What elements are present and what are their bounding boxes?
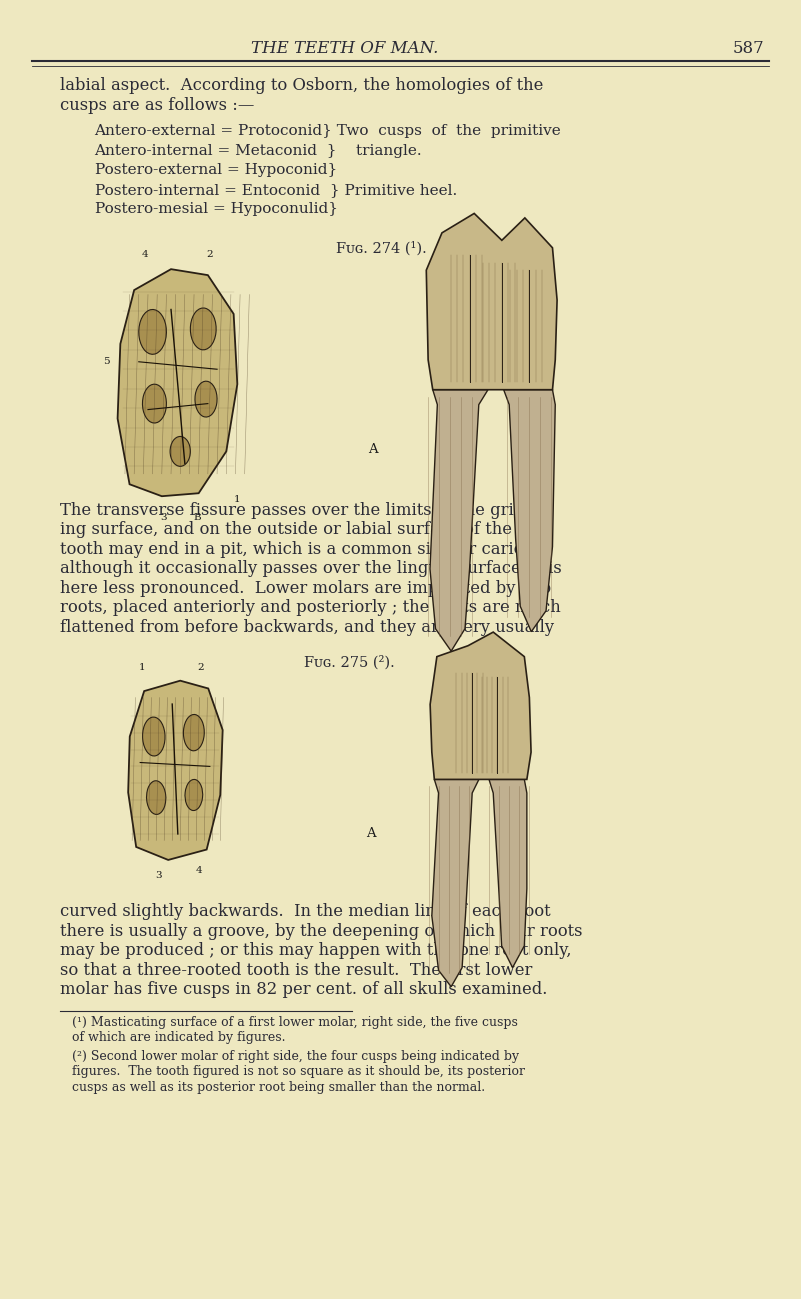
Text: labial aspect.  According to Osborn, the homologies of the: labial aspect. According to Osborn, the … (60, 77, 543, 95)
Text: A: A (366, 827, 376, 840)
Text: Postero-mesial = Hypoconulid}: Postero-mesial = Hypoconulid} (95, 203, 337, 216)
Text: so that a three-rooted tooth is the result.  The first lower: so that a three-rooted tooth is the resu… (60, 961, 533, 979)
Text: 5: 5 (103, 357, 110, 366)
Text: The transverse fissure passes over the limits of the grind-: The transverse fissure passes over the l… (60, 501, 541, 520)
Text: cusps are as follows :—: cusps are as follows :— (60, 96, 255, 114)
Text: 4: 4 (195, 866, 202, 874)
Text: (²) Second lower molar of right side, the four cusps being indicated by: (²) Second lower molar of right side, th… (72, 1050, 519, 1063)
Text: ing surface, and on the outside or labial surface of the: ing surface, and on the outside or labia… (60, 521, 512, 539)
Ellipse shape (195, 381, 217, 417)
Ellipse shape (147, 781, 166, 814)
Text: Antero-internal = Metaconid  }    triangle.: Antero-internal = Metaconid } triangle. (95, 144, 422, 157)
Ellipse shape (185, 779, 203, 811)
Text: cusps as well as its posterior root being smaller than the normal.: cusps as well as its posterior root bein… (72, 1081, 485, 1094)
Polygon shape (430, 390, 488, 651)
Ellipse shape (143, 385, 167, 423)
Polygon shape (118, 269, 237, 496)
Text: B: B (193, 513, 200, 522)
Polygon shape (430, 633, 531, 779)
Text: 2: 2 (197, 664, 203, 672)
Text: molar has five cusps in 82 per cent. of all skulls examined.: molar has five cusps in 82 per cent. of … (60, 981, 547, 999)
Text: may be produced ; or this may happen with the one root only,: may be produced ; or this may happen wit… (60, 942, 572, 960)
Text: here less pronounced.  Lower molars are implanted by two: here less pronounced. Lower molars are i… (60, 579, 551, 598)
Text: (¹) Masticating surface of a first lower molar, right side, the five cusps: (¹) Masticating surface of a first lower… (72, 1016, 518, 1029)
Text: A: A (368, 443, 378, 456)
Ellipse shape (143, 717, 165, 756)
Text: flattened from before backwards, and they are very usually: flattened from before backwards, and the… (60, 618, 554, 637)
Text: of which are indicated by figures.: of which are indicated by figures. (72, 1031, 286, 1044)
Ellipse shape (139, 309, 167, 355)
Text: 1: 1 (139, 664, 146, 672)
Text: although it occasionally passes over the lingual surface, it is: although it occasionally passes over the… (60, 560, 562, 578)
Polygon shape (426, 213, 557, 390)
Text: Antero-external = Protoconid} Two  cusps  of  the  primitive: Antero-external = Protoconid} Two cusps … (95, 125, 562, 138)
Text: figures.  The tooth figured is not so square as it should be, its posterior: figures. The tooth figured is not so squ… (72, 1065, 525, 1078)
Text: Postero-external = Hypoconid}: Postero-external = Hypoconid} (95, 164, 336, 177)
Text: 4: 4 (142, 249, 148, 259)
Text: there is usually a groove, by the deepening of which four roots: there is usually a groove, by the deepen… (60, 922, 582, 940)
Polygon shape (504, 390, 555, 631)
Text: 2: 2 (207, 249, 213, 259)
Text: 3: 3 (155, 872, 162, 879)
Text: 587: 587 (733, 40, 765, 57)
Text: curved slightly backwards.  In the median line of each root: curved slightly backwards. In the median… (60, 903, 551, 921)
Ellipse shape (170, 436, 191, 466)
Polygon shape (128, 681, 223, 860)
Ellipse shape (191, 308, 216, 349)
Polygon shape (432, 779, 479, 987)
Ellipse shape (183, 714, 204, 751)
Text: THE TEETH OF MAN.: THE TEETH OF MAN. (251, 40, 438, 57)
Text: Fᴜɢ. 274 (¹).: Fᴜɢ. 274 (¹). (336, 240, 427, 256)
Text: tooth may end in a pit, which is a common site for caries ;: tooth may end in a pit, which is a commo… (60, 540, 542, 559)
Text: Postero-internal = Entoconid  } Primitive heel.: Postero-internal = Entoconid } Primitive… (95, 183, 457, 196)
Text: 1: 1 (234, 495, 240, 504)
Text: roots, placed anteriorly and posteriorly ; the roots are much: roots, placed anteriorly and posteriorly… (60, 599, 561, 617)
Text: Fᴜɢ. 275 (²).: Fᴜɢ. 275 (²). (304, 655, 395, 670)
Text: 3: 3 (160, 513, 167, 522)
Polygon shape (489, 779, 527, 968)
